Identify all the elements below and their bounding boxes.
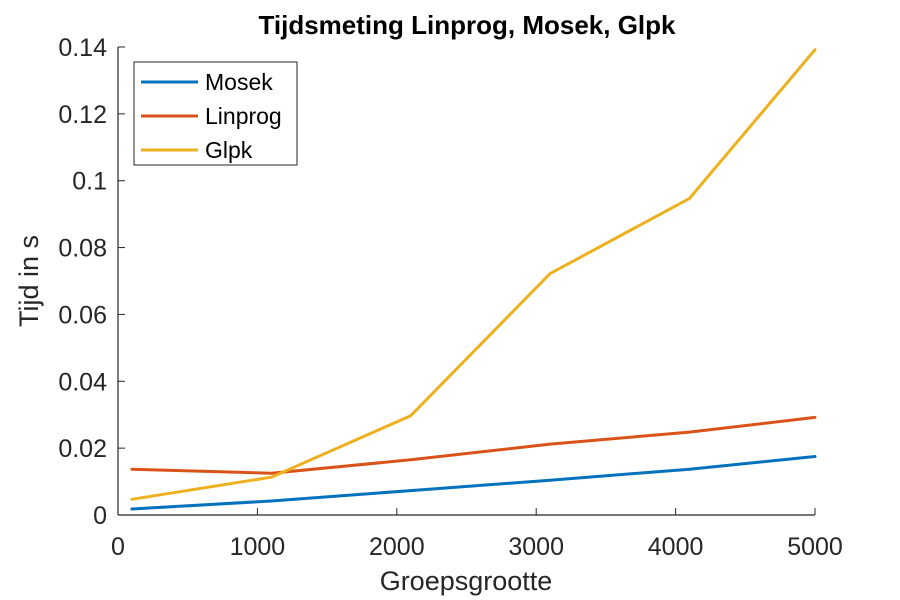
x-tick-label: 3000: [508, 533, 564, 561]
legend-label-mosek: Mosek: [205, 69, 273, 95]
legend-box: [133, 61, 298, 166]
x-tick-label: 2000: [369, 533, 425, 561]
x-tick-label: 1000: [230, 533, 286, 561]
x-tick-label: 4000: [648, 533, 704, 561]
y-axis: 0 0.02 0.04 0.06 0.08 0.1 0.12 0.14: [58, 34, 125, 530]
series-line-glpk: [130, 48, 817, 501]
y-tick-label: 0.04: [58, 368, 107, 396]
y-tick-label: 0.08: [58, 235, 107, 263]
legend: Mosek Linprog Glpk: [133, 61, 298, 166]
x-tick-label: 5000: [787, 533, 843, 561]
y-tick-label: 0.14: [58, 34, 107, 62]
x-tick-label: 0: [111, 533, 125, 561]
legend-label-linprog: Linprog: [205, 103, 282, 129]
series-line-linprog: [130, 415, 817, 475]
series-layer: [130, 48, 817, 511]
legend-label-glpk: Glpk: [205, 137, 253, 163]
y-tick-label: 0: [93, 502, 107, 530]
chart-title: Tijdsmeting Linprog, Mosek, Glpk: [258, 10, 676, 40]
y-tick-label: 0.12: [58, 101, 107, 129]
y-tick-label: 0.1: [72, 168, 107, 196]
y-axis-title: Tijd in s: [14, 235, 44, 327]
y-tick-label: 0.02: [58, 435, 107, 463]
series-line-mosek: [130, 455, 817, 511]
x-axis: 0 1000 2000 3000 4000 5000: [111, 508, 843, 561]
y-tick-label: 0.06: [58, 301, 107, 329]
x-axis-title: Groepsgrootte: [380, 566, 553, 596]
